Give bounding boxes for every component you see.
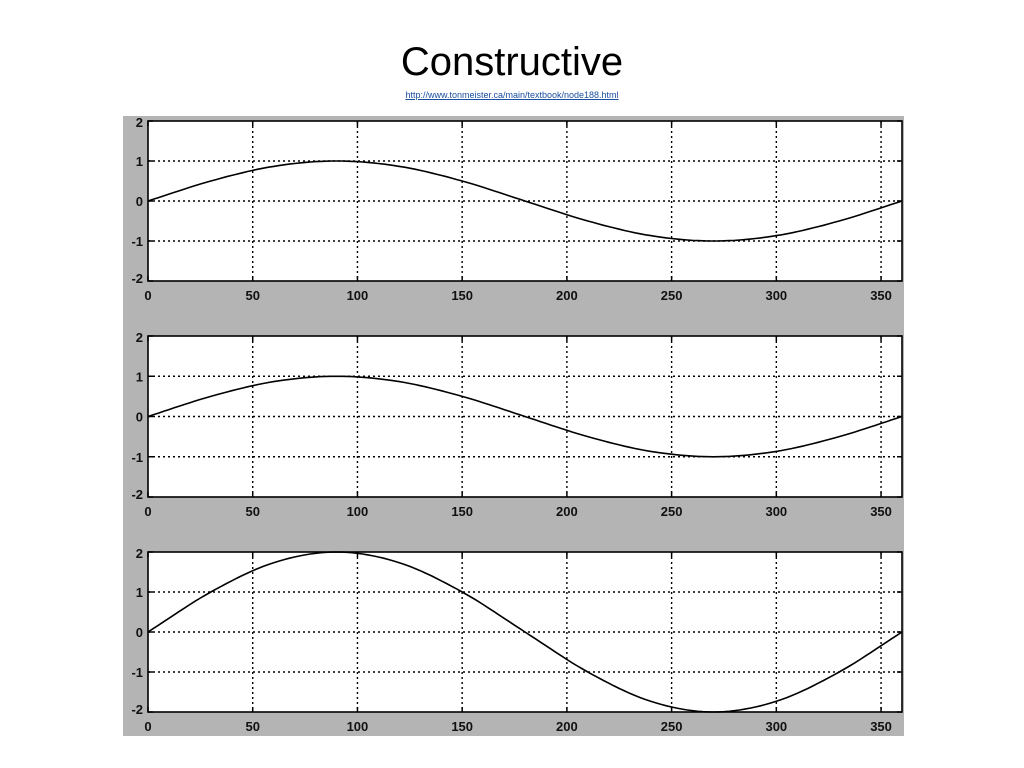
x-tick-label: 50 xyxy=(245,504,259,519)
x-tick-label: 300 xyxy=(765,504,787,519)
figure: 0 50 100 150 200 250 300 350 2 1 0 -1 -2 0 50 100 150 200… xyxy=(123,116,904,736)
x-tick-label: 150 xyxy=(451,288,473,303)
x-tick-label: 250 xyxy=(661,504,683,519)
y-tick-label: 2 xyxy=(136,330,143,345)
x-tick-label: 100 xyxy=(347,288,369,303)
x-tick-label: 150 xyxy=(451,504,473,519)
y-tick-label: 1 xyxy=(136,369,143,384)
source-link-container: http://www.tonmeister.ca/main/textbook/n… xyxy=(0,90,1024,100)
series-line-1 xyxy=(147,551,903,713)
x-tick-label: 0 xyxy=(144,288,151,303)
series-line-1 xyxy=(147,160,903,242)
subplot-3: 0 50 100 150 200 250 300 350 2 1 0 -1 -2 xyxy=(131,546,903,734)
x-tick-label: 0 xyxy=(144,719,151,734)
subplot-2: 0 50 100 150 200 250 300 350 2 1 0 -1 -2 xyxy=(131,330,903,519)
x-tick-label: 200 xyxy=(556,719,578,734)
x-tick-label: 200 xyxy=(556,504,578,519)
source-link[interactable]: http://www.tonmeister.ca/main/textbook/n… xyxy=(405,90,619,100)
y-tick-label: 1 xyxy=(136,585,143,600)
x-tick-label: 350 xyxy=(870,288,892,303)
x-tick-label: 300 xyxy=(765,719,787,734)
x-tick-label: 50 xyxy=(245,719,259,734)
y-tick-label: -1 xyxy=(131,450,143,465)
x-tick-label: 350 xyxy=(870,719,892,734)
y-tick-label: -2 xyxy=(131,487,143,502)
y-tick-label: -1 xyxy=(131,665,143,680)
y-tick-label: -2 xyxy=(131,271,143,286)
y-tick-label: 0 xyxy=(136,194,143,209)
slide-title: Constructive xyxy=(400,40,624,84)
y-tick-label: -2 xyxy=(131,702,143,717)
y-tick-label: 0 xyxy=(136,625,143,640)
subplot-1: 0 50 100 150 200 250 300 350 2 1 0 -1 -2 xyxy=(131,116,903,303)
series-line-1 xyxy=(147,375,903,458)
y-tick-label: 1 xyxy=(136,154,143,169)
x-tick-label: 350 xyxy=(870,504,892,519)
y-tick-label: 0 xyxy=(136,410,143,425)
x-tick-label: 250 xyxy=(661,288,683,303)
x-tick-label: 150 xyxy=(451,719,473,734)
x-tick-label: 0 xyxy=(144,504,151,519)
x-tick-label: 100 xyxy=(347,504,369,519)
x-tick-label: 300 xyxy=(765,288,787,303)
y-tick-label: -1 xyxy=(131,234,143,249)
y-tick-label: 2 xyxy=(136,116,143,130)
x-tick-label: 250 xyxy=(661,719,683,734)
x-tick-label: 200 xyxy=(556,288,578,303)
x-tick-label: 100 xyxy=(347,719,369,734)
x-tick-label: 50 xyxy=(245,288,259,303)
y-tick-label: 2 xyxy=(136,546,143,561)
